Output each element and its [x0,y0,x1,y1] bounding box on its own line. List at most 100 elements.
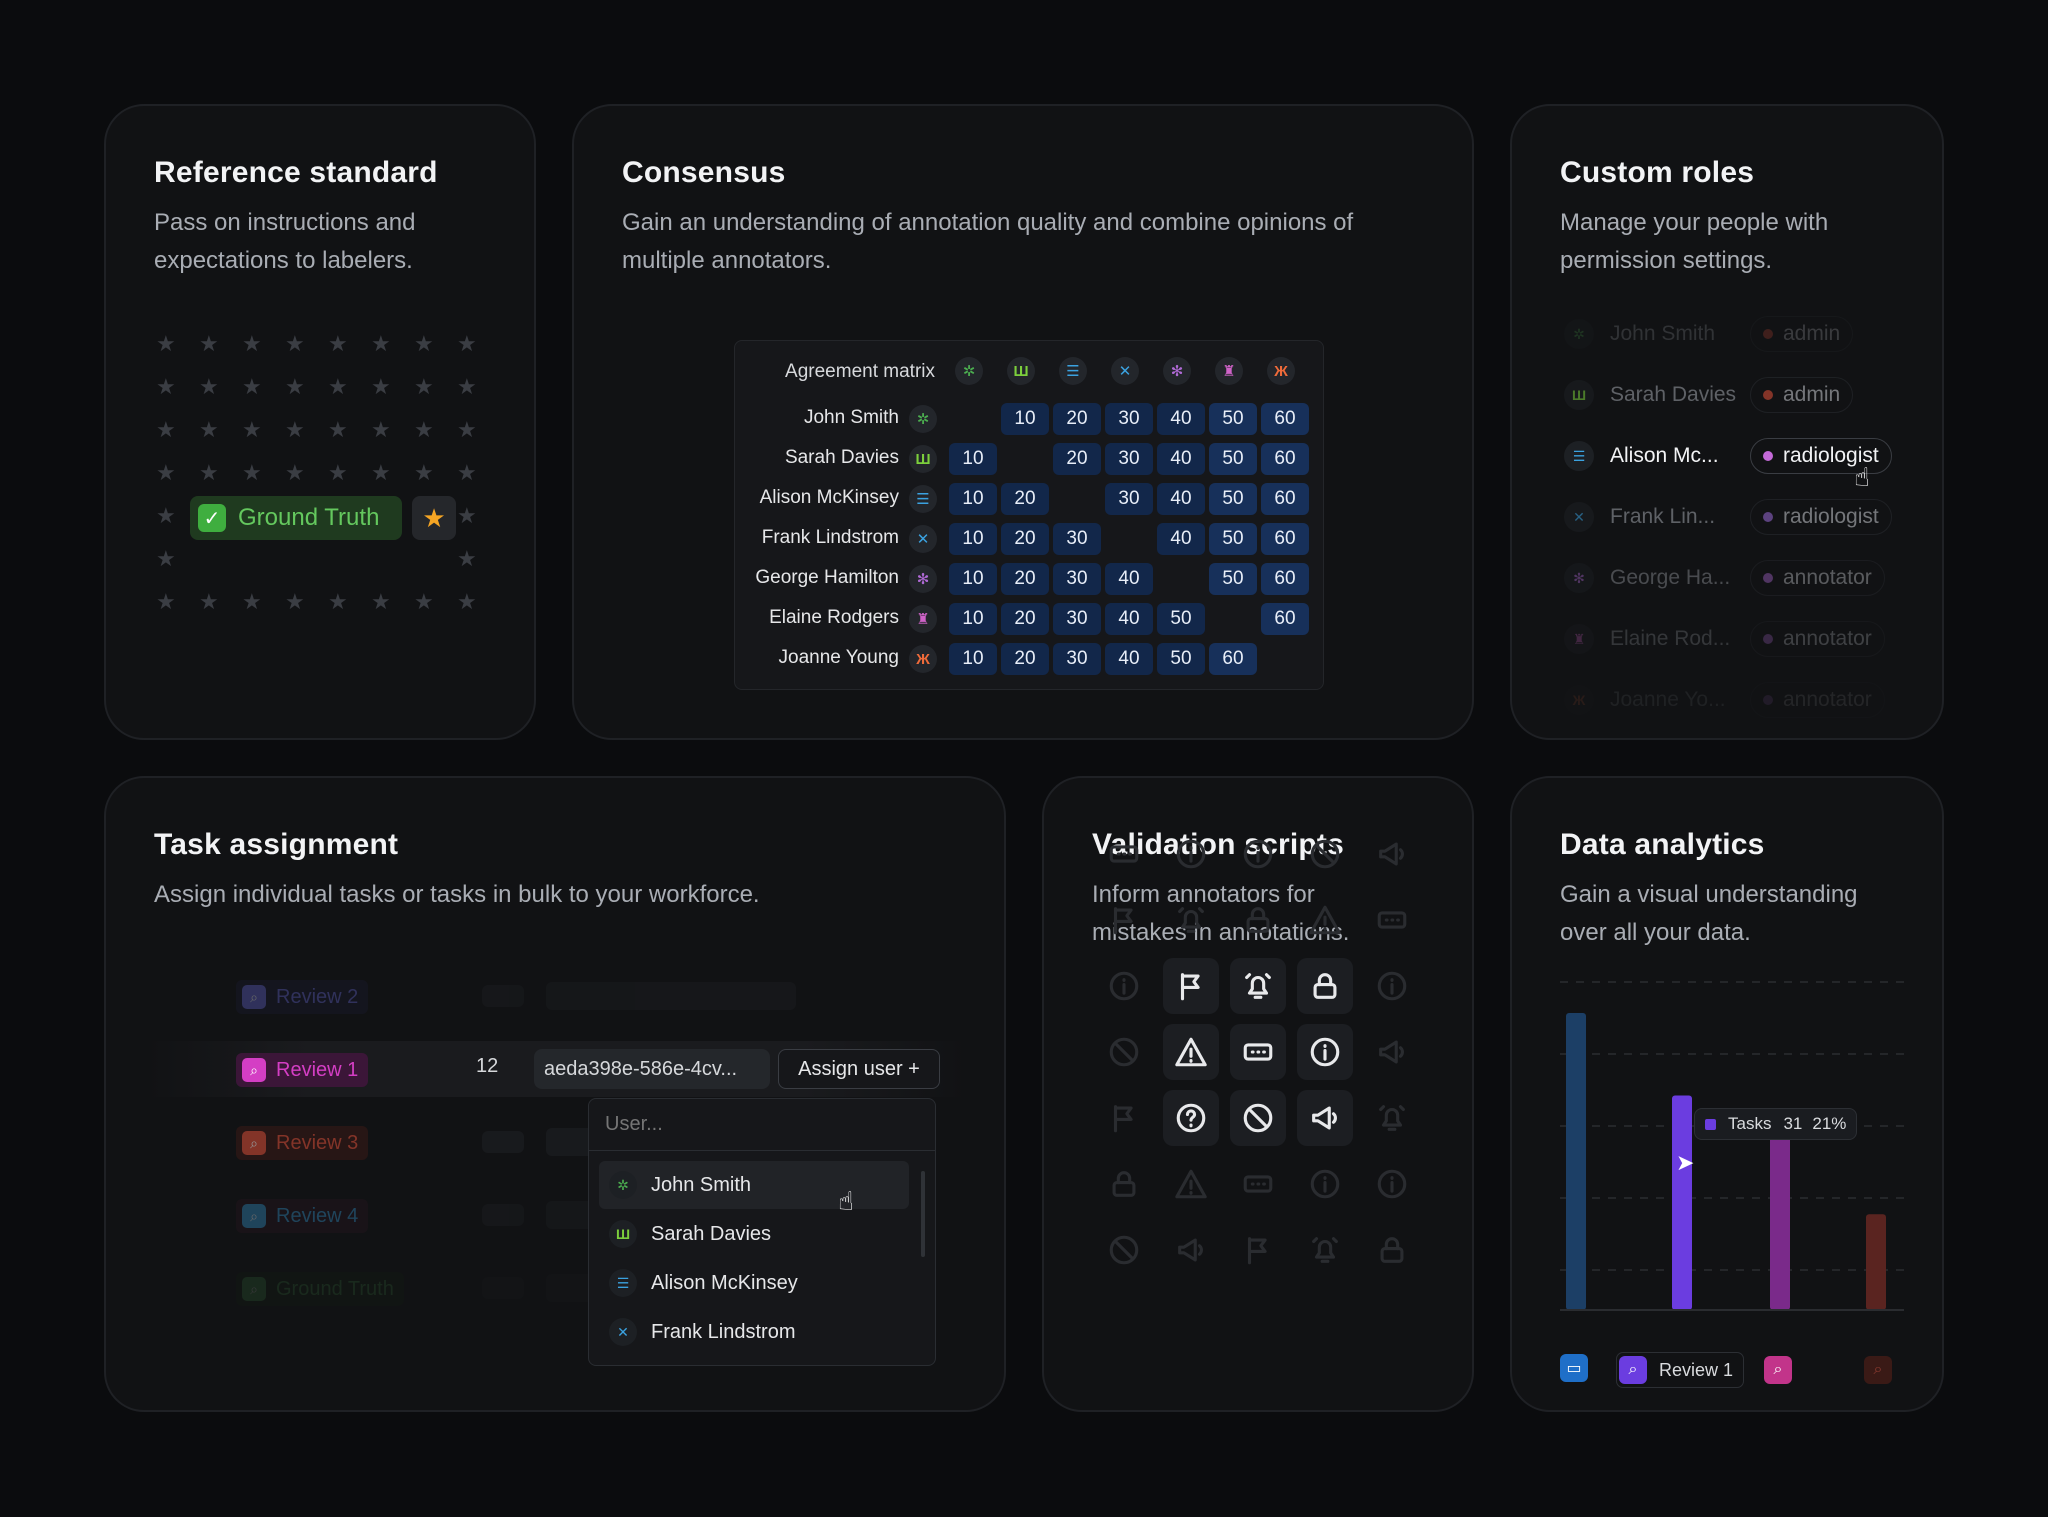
chart-bar[interactable] [1566,1013,1586,1310]
star-icon[interactable]: ★ [412,496,456,540]
role-label: annotator [1783,627,1872,650]
star-pattern-icon: ★ [328,374,348,399]
legend-red-chip[interactable]: ⌕ [1864,1354,1892,1386]
star-pattern-icon: ★ [328,589,348,614]
role-label: annotator [1783,566,1872,589]
info-icon [1163,826,1219,882]
role-badge[interactable]: annotator [1750,560,1885,596]
info-icon [1297,1156,1353,1212]
series-swatch [1705,1118,1716,1130]
ban-icon[interactable] [1230,1090,1286,1146]
task-count: 12 [476,1055,499,1077]
star-pattern-icon: ★ [371,417,391,442]
assign-user-button[interactable]: Assign user + [778,1049,940,1089]
placeholder-bar [482,985,524,1007]
legend-tag-icon-chip[interactable]: ▭ [1560,1352,1588,1384]
star-pattern-icon: ★ [457,374,477,399]
star-pattern-icon: ★ [371,331,391,356]
dropdown-user-option[interactable]: ☰ Alison McKinsey [599,1259,909,1307]
role-row[interactable]: ♜ Elaine Rod... annotator [1564,619,1885,659]
star-pattern-icon: ★ [285,331,305,356]
tooltip-series: Tasks [1728,1114,1772,1133]
star-pattern-icon: ★ [242,417,262,442]
pointer-cursor-icon: ☝ [838,1186,854,1216]
user-dropdown: ✲ John Smith Ш Sarah Davies ☰ Alison McKinsey… [588,1098,936,1366]
placeholder-bar [546,982,796,1010]
dropdown-user-option[interactable]: ✲ John Smith [599,1161,909,1209]
chart-bar[interactable] [1672,1095,1692,1311]
review-badge[interactable]: ⌕ Review 2 [236,980,369,1014]
dropdown-user-option[interactable]: Ш Sarah Davies [599,1210,909,1258]
task-row[interactable]: ⌕ Review 3 [146,1114,966,1170]
task-assignment-card: Task assignment Assign individual tasks … [104,776,1006,1412]
warning-icon[interactable] [1163,1024,1219,1080]
star-pattern-icon: ★ [328,331,348,356]
role-badge[interactable]: annotator [1750,621,1885,657]
matrix-cell: 50 [1209,443,1257,475]
matrix-cell: 30 [1105,403,1153,435]
ground-truth-badge[interactable]: ✓ Ground Truth [190,496,402,540]
review-badge[interactable]: ⌕ Ground Truth [236,1272,404,1306]
info-icon[interactable] [1297,1024,1353,1080]
card-description: Inform annotators for mistakes in annotat… [1092,881,1350,946]
review-badge[interactable]: ⌕ Review 1 [236,1053,369,1087]
role-row[interactable]: ✲ John Smith admin [1564,314,1854,354]
dropdown-user-option[interactable]: ✕ Frank Lindstrom [599,1308,909,1356]
annotator-avatar-icon: ✻ [1163,357,1191,385]
matrix-cell: 40 [1157,483,1205,515]
legend-review1-chip[interactable]: ⌕ Review 1 [1616,1352,1745,1388]
annotator-avatar-icon: ☰ [909,485,937,513]
matrix-cell: 40 [1157,523,1205,555]
input-field-icon [1096,826,1152,882]
role-row[interactable]: ✻ George Ha... annotator [1564,558,1885,598]
star-pattern-icon: ★ [457,417,477,442]
role-row[interactable]: ✕ Frank Lin... radiologist [1564,497,1892,537]
role-badge[interactable]: radiologist [1750,438,1892,474]
role-badge[interactable]: admin [1750,377,1854,413]
star-pattern-icon: ★ [414,589,434,614]
review-label: Review 1 [276,1058,359,1081]
user-avatar-icon: ✲ [609,1171,637,1199]
tooltip-value: 31 [1783,1114,1803,1133]
review-label: Review 4 [276,1204,359,1227]
matrix-title: Agreement matrix [785,361,935,382]
task-row[interactable]: ⌕ Review 4 [146,1187,966,1243]
user-search-input[interactable] [589,1099,935,1151]
megaphone-icon[interactable] [1297,1090,1353,1146]
help-icon[interactable] [1163,1090,1219,1146]
matrix-cell: 30 [1053,643,1101,675]
bell-icon[interactable] [1230,958,1286,1014]
role-badge[interactable]: radiologist [1750,499,1892,535]
matrix-cell: 60 [1261,443,1309,475]
legend-magenta-chip[interactable]: ⌕ [1764,1354,1792,1386]
annotator-avatar-icon: Ж [1267,357,1295,385]
flag-icon[interactable] [1163,958,1219,1014]
role-row[interactable]: Ш Sarah Davies admin [1564,375,1854,415]
star-pattern-icon: ★ [457,460,477,485]
review-badge[interactable]: ⌕ Review 3 [236,1126,369,1160]
matrix-cell: 20 [1001,603,1049,635]
dropdown-scrollbar[interactable] [921,1171,925,1257]
role-row[interactable]: ☰ Alison Mc... radiologist [1564,436,1892,476]
annotator-avatar-icon: ♜ [909,605,937,633]
annotator-avatar-icon: Ш [1007,357,1035,385]
placeholder-bar [482,1204,524,1226]
role-user-name: Frank Lin... [1610,505,1716,528]
role-dot [1763,329,1773,339]
task-row[interactable]: ⌕ Review 2 [146,968,966,1024]
review-badge[interactable]: ⌕ Review 4 [236,1199,369,1233]
role-row[interactable]: Ж Joanne Yo... annotator [1564,680,1885,720]
role-dot [1763,634,1773,644]
role-badge[interactable]: annotator [1750,682,1885,718]
card-description: Gain a visual understanding over all your… [1560,881,1858,946]
star-pattern-icon: ★ [242,589,262,614]
task-row[interactable]: ⌕ Review 1 12 aeda398e-586e-4cv... Assign us… [146,1041,966,1097]
task-row[interactable]: ⌕ Ground Truth [146,1260,966,1316]
chart-bar[interactable] [1866,1214,1886,1310]
chart-bar[interactable] [1770,1131,1790,1310]
lock-icon[interactable] [1297,958,1353,1014]
ban-icon [1297,826,1353,882]
input-field-icon[interactable] [1230,1024,1286,1080]
role-badge[interactable]: admin [1750,316,1854,352]
star-pattern-icon: ★ [285,417,305,442]
